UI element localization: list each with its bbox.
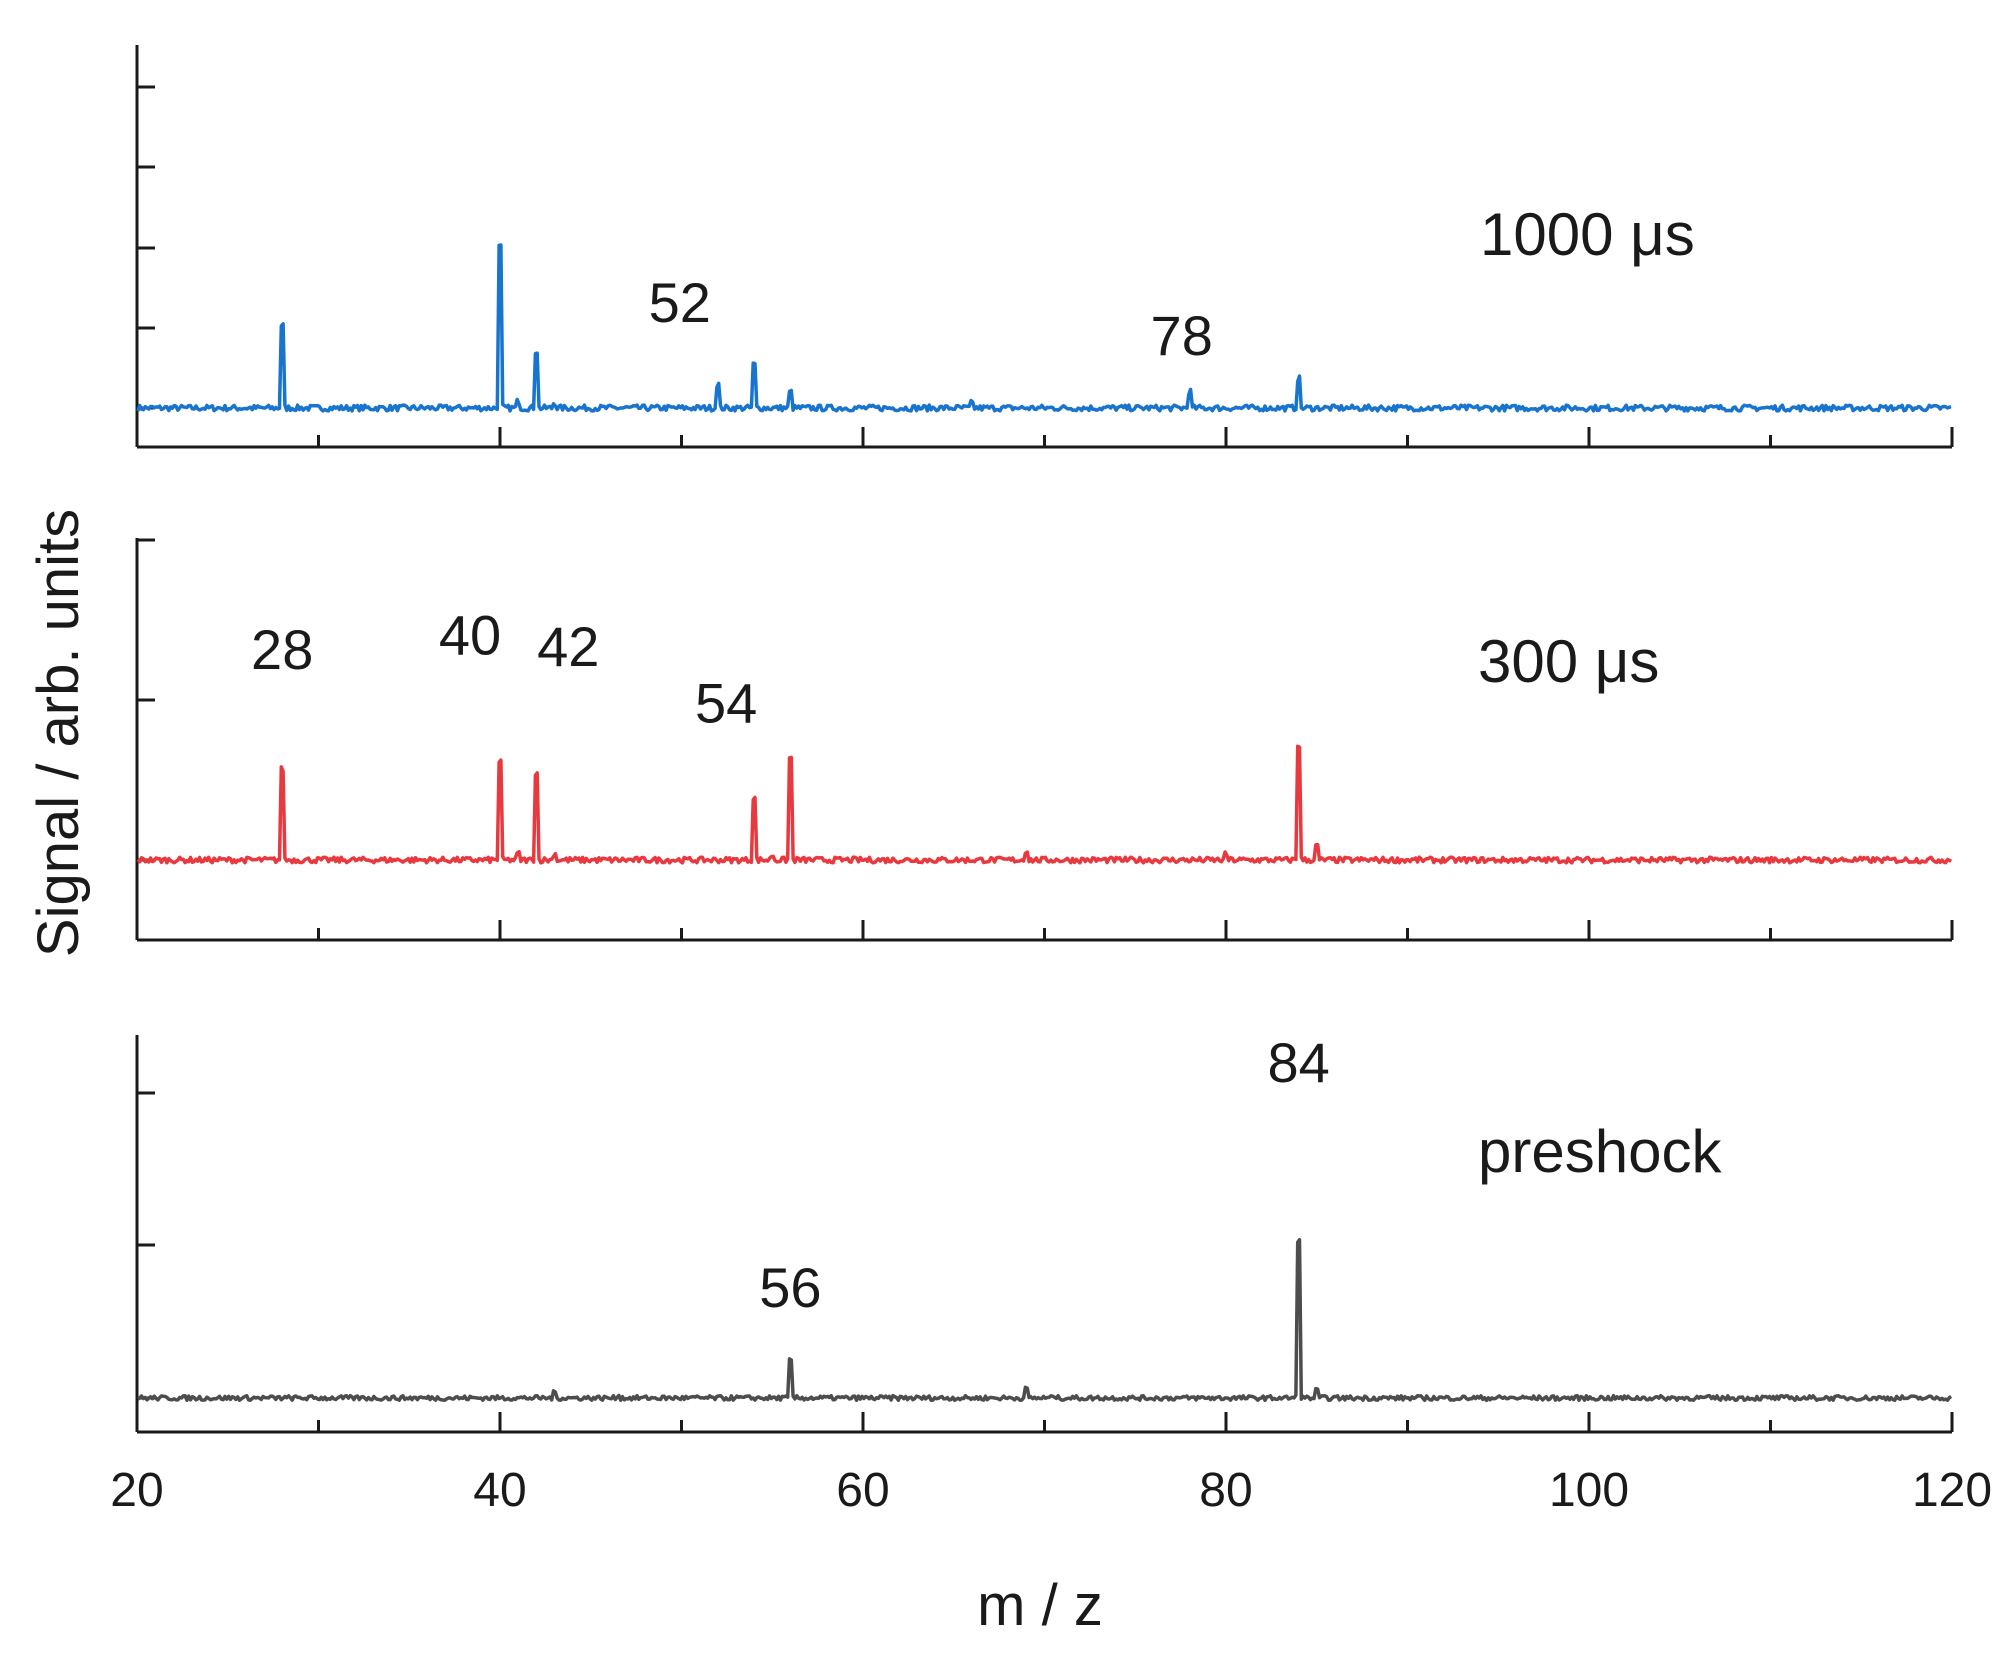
peak-label-56: 56	[759, 1256, 821, 1319]
peak-label-52: 52	[649, 271, 711, 334]
peak-label-40: 40	[439, 604, 501, 667]
x-axis-title: m / z	[977, 1573, 1103, 1638]
peak-label-78: 78	[1151, 304, 1213, 367]
trace-300us	[136, 744, 1953, 865]
panel-label-1000us: 1000 μs	[1480, 201, 1695, 268]
panel-300us: 28 40 42 54 300 μs	[135, 538, 1954, 942]
panel-label-300us: 300 μs	[1478, 628, 1659, 695]
x-tick-label-20: 20	[110, 1464, 163, 1517]
peak-label-54: 54	[695, 671, 757, 734]
panel-300us-axes	[135, 538, 1954, 942]
panel-preshock: 56 84 preshock	[135, 1031, 1954, 1434]
panel-label-preshock: preshock	[1478, 1118, 1722, 1185]
x-tick-label-120: 120	[1912, 1464, 1992, 1517]
peak-label-28: 28	[251, 618, 313, 681]
panel-preshock-axes	[135, 1035, 1954, 1434]
x-tick-label-60: 60	[836, 1464, 889, 1517]
panel-1000us-axes	[135, 45, 1954, 449]
trace-preshock	[137, 1237, 1953, 1403]
peak-label-84: 84	[1267, 1031, 1329, 1094]
trace-1000us	[136, 243, 1952, 413]
x-tick-label-40: 40	[473, 1464, 526, 1517]
x-tick-labels: 20 40 60 80 100 120	[110, 1464, 1992, 1517]
panel-1000us: 52 78 1000 μs	[135, 45, 1954, 449]
y-axis-title: Signal / arb. units	[26, 509, 91, 957]
peak-label-42: 42	[537, 615, 599, 678]
x-tick-label-80: 80	[1199, 1464, 1252, 1517]
x-tick-label-100: 100	[1549, 1464, 1629, 1517]
